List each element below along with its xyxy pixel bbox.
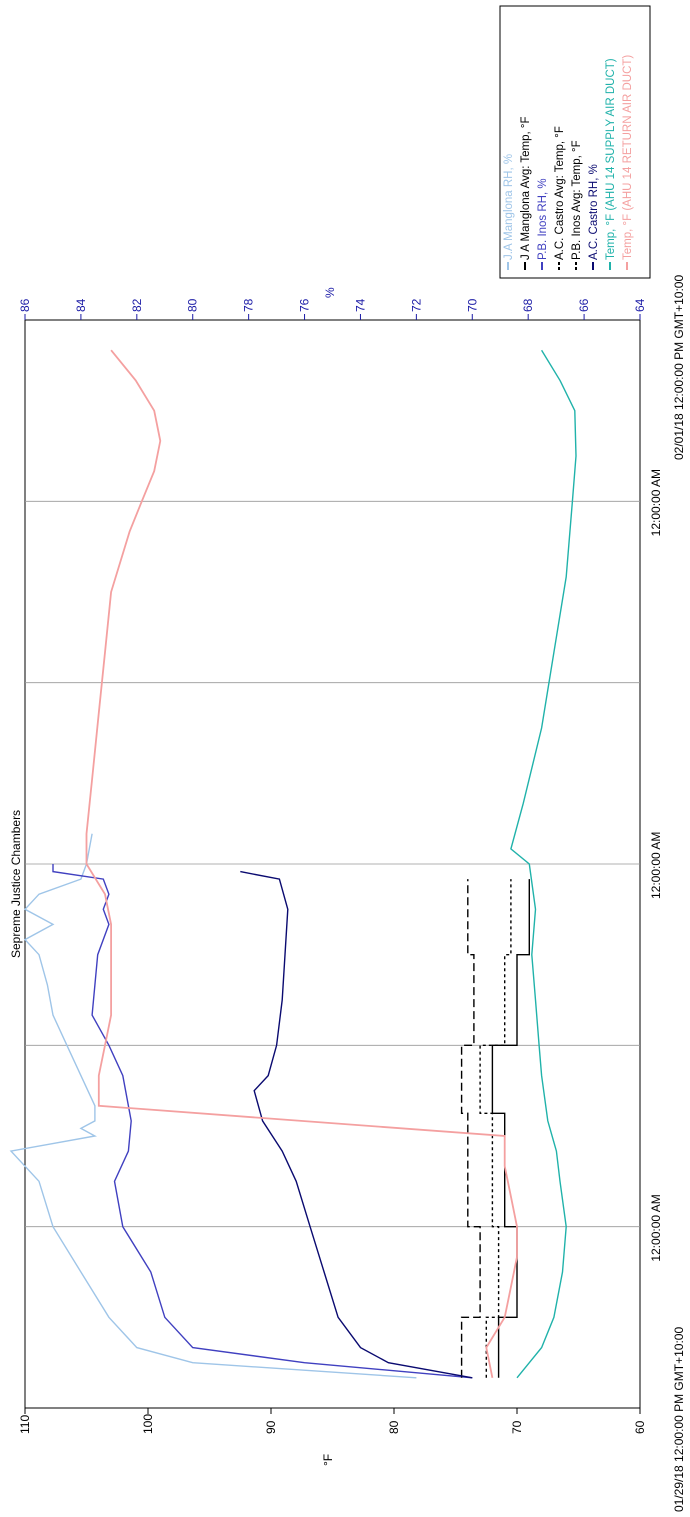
y-right-tick-label: 72	[409, 298, 423, 312]
y-right-tick-label: 66	[577, 298, 591, 312]
series-line	[52, 864, 473, 1379]
legend-entry: Temp, °F (AHU 14 RETURN AIR DUCT)	[622, 55, 634, 260]
y-left-tick-label: 70	[510, 1420, 524, 1434]
y-right-tick-label: 82	[130, 298, 144, 312]
y-left-tick-label: 80	[387, 1420, 401, 1434]
chart-title: Sepreme Justice Chambers	[9, 810, 23, 958]
y-right-tick-label: 68	[521, 298, 535, 312]
legend-entry: P.B. Inos Avg: Temp, °F	[571, 140, 583, 260]
x-end-label: 02/01/18 12:00:00 PM GMT+10:00	[672, 275, 686, 460]
series-line	[85, 349, 518, 1378]
legend-box	[499, 5, 651, 279]
series-line	[491, 879, 530, 1378]
legend-entry: J A Manglona Avg: Temp, °F	[520, 116, 532, 260]
legend-entry: Temp, °F (AHU 14 SUPPLY AIR DUCT)	[605, 58, 617, 260]
y-right-tick-label: 80	[186, 298, 200, 312]
legend-entry: A.C. Castro Avg: Temp, °F	[554, 126, 566, 260]
y-right-tick-label: 84	[74, 298, 88, 312]
y-left-tick-label: 90	[264, 1420, 278, 1434]
y-right-tick-label: 78	[242, 298, 256, 312]
legend-entry: P.B. Inos RH, %	[537, 178, 549, 260]
series-line	[479, 879, 512, 1378]
series-line	[240, 870, 473, 1379]
plot-area: 12:00:00 AM 12:00:00 AM 12:00:00 AM 60 70 80 9…	[9, 298, 663, 1434]
y-axis-left-label: °F	[321, 1454, 335, 1466]
x-tick-label: 12:00:00 AM	[649, 1194, 663, 1261]
legend-entry: A.C. Castro RH, %	[588, 164, 600, 260]
y-right-tick-label: 74	[353, 298, 367, 312]
series-line	[510, 349, 577, 1379]
x-start-label: 01/29/18 12:00:00 PM GMT+10:00	[672, 1327, 686, 1512]
legend: J.A Manglona RH, % J A Manglona Avg: Temp…	[499, 5, 651, 279]
x-tick-label: 12:00:00 AM	[649, 832, 663, 899]
legend-entry: J.A Manglona RH, %	[503, 154, 515, 260]
series-line	[460, 879, 481, 1378]
y-right-tick-label: 76	[298, 298, 312, 312]
y-right-tick-label: 64	[633, 298, 647, 312]
y-left-tick-label: 60	[633, 1420, 647, 1434]
y-axis-right-label: %	[323, 287, 337, 298]
series-line	[9, 833, 417, 1379]
y-left-tick-label: 110	[18, 1415, 32, 1434]
x-tick-label: 12:00:00 AM	[649, 469, 663, 536]
y-left-tick-label: 100	[141, 1414, 155, 1434]
y-right-tick-label: 70	[465, 298, 479, 312]
y-right-tick-label: 86	[18, 298, 32, 312]
